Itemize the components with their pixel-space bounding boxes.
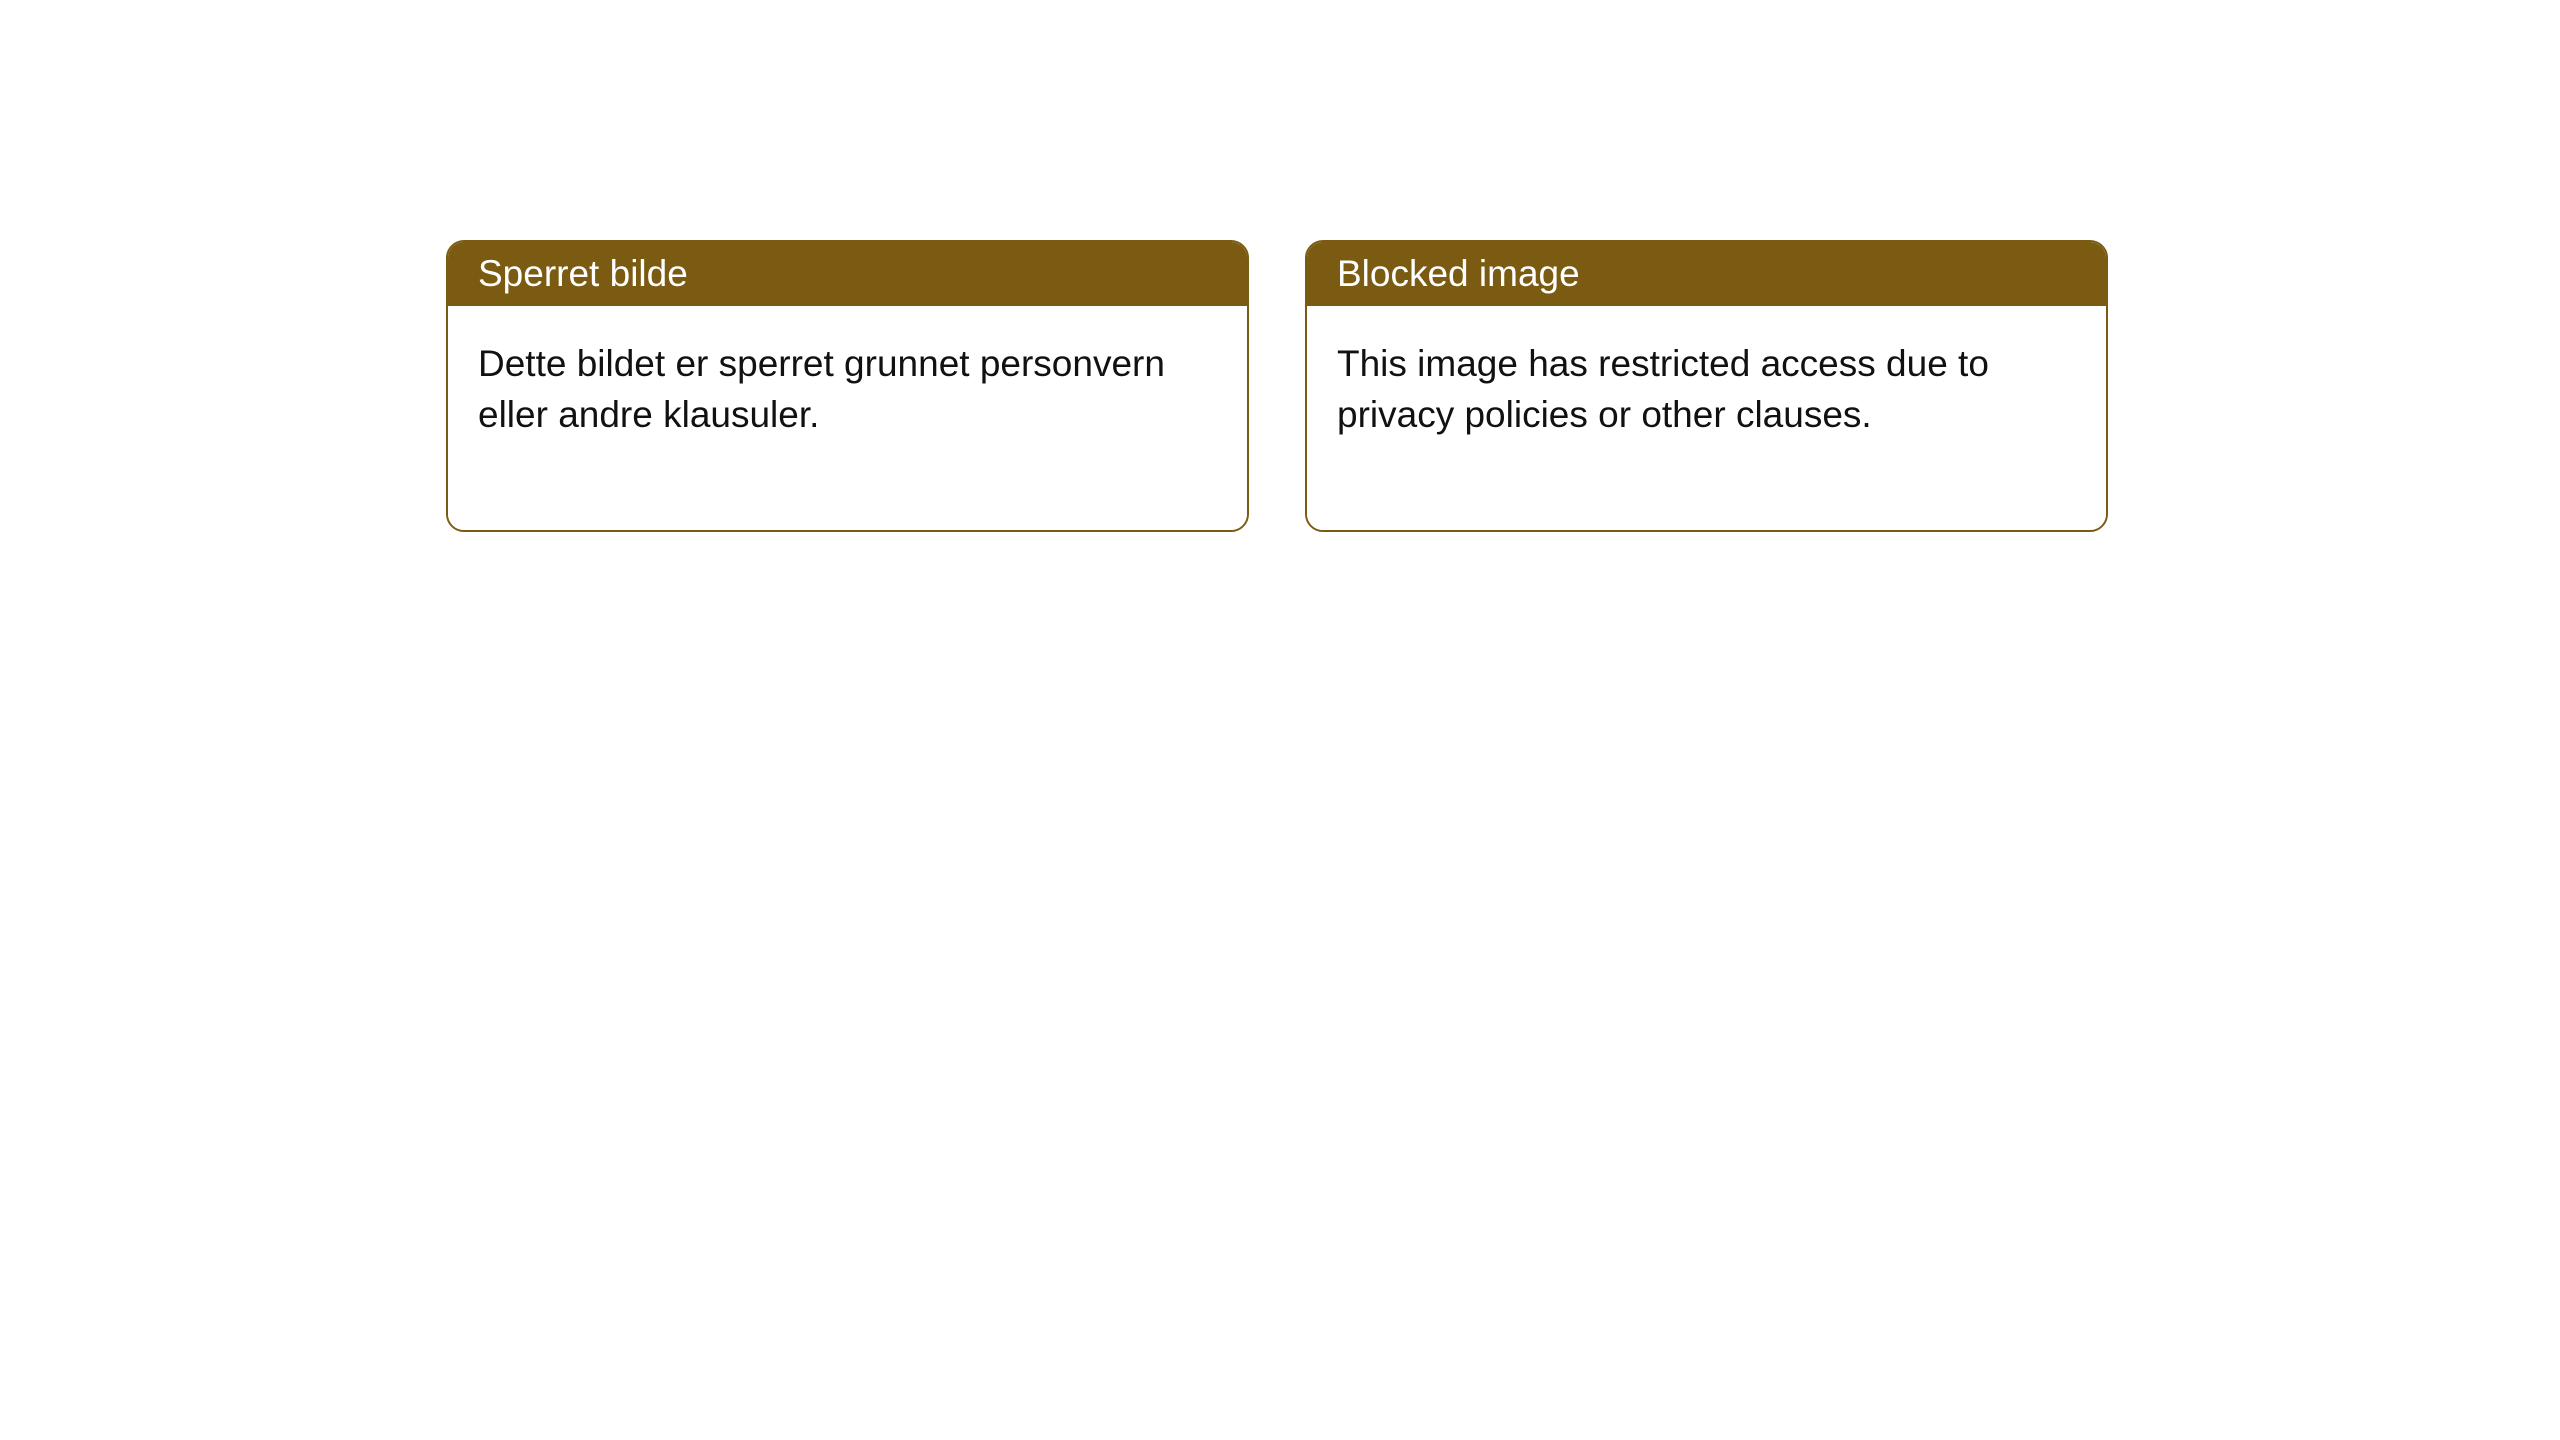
notice-title-english: Blocked image — [1307, 242, 2106, 306]
notice-text-norwegian: Dette bildet er sperret grunnet personve… — [478, 338, 1217, 440]
notice-container: Sperret bilde Dette bildet er sperret gr… — [0, 0, 2560, 532]
notice-card-english: Blocked image This image has restricted … — [1305, 240, 2108, 532]
notice-body-norwegian: Dette bildet er sperret grunnet personve… — [448, 306, 1247, 530]
notice-title-norwegian: Sperret bilde — [448, 242, 1247, 306]
notice-text-english: This image has restricted access due to … — [1337, 338, 2076, 440]
notice-card-norwegian: Sperret bilde Dette bildet er sperret gr… — [446, 240, 1249, 532]
notice-body-english: This image has restricted access due to … — [1307, 306, 2106, 530]
